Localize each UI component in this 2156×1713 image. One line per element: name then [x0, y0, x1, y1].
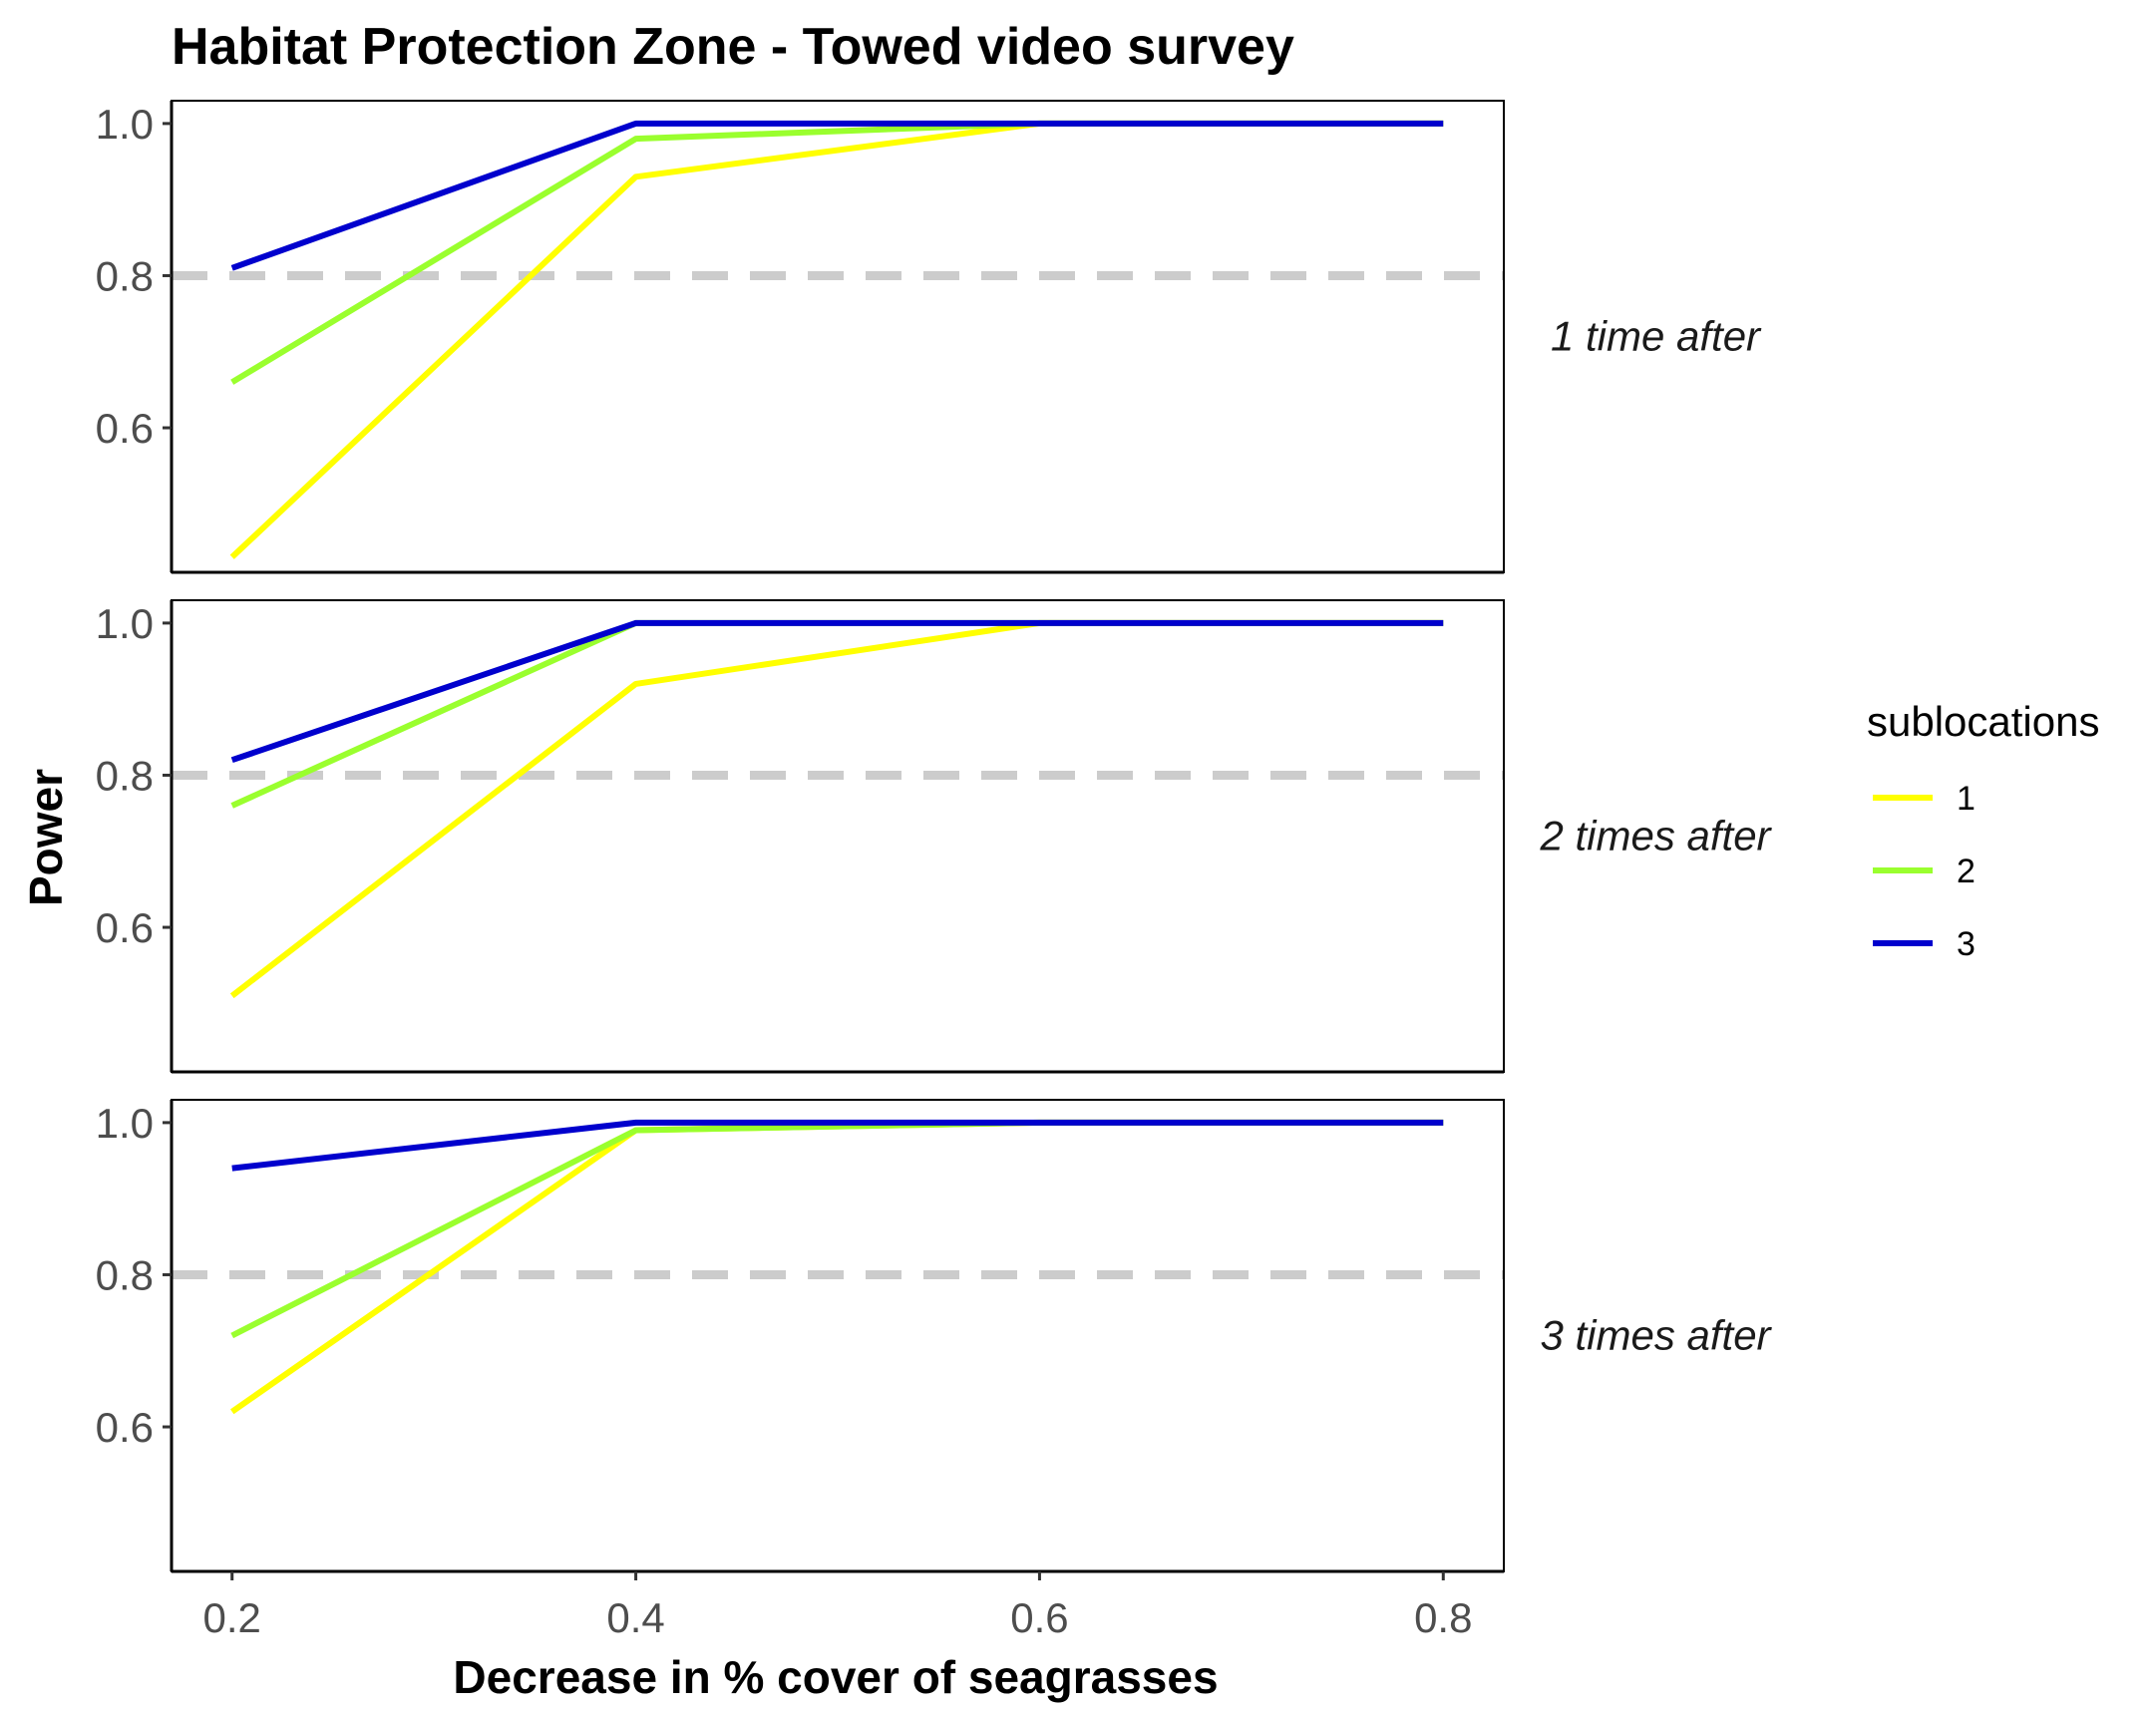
x-axis: 0.2 0.4 0.6 0.8 — [203, 1571, 1472, 1641]
legend-label-2: 2 — [1957, 853, 1976, 890]
chart-title: Habitat Protection Zone - Towed video su… — [172, 18, 1294, 76]
panel-border — [171, 599, 1505, 1073]
y-axis-title: Power — [20, 769, 72, 906]
x-tick-label: 0.2 — [203, 1594, 261, 1641]
series-line-3 — [231, 1119, 1444, 1172]
legend: sublocations 1 2 3 — [1867, 698, 2099, 963]
y-tick-label: 1.0 — [96, 1100, 154, 1147]
facet-panels: 0.6 0.8 1.0 1 time after 0.6 0.8 1.0 2 times af… — [96, 100, 1773, 1573]
y-tick-label: 0.8 — [96, 1251, 154, 1298]
x-tick-label: 0.6 — [1010, 1594, 1068, 1641]
legend-label-1: 1 — [1957, 780, 1976, 818]
panel-border — [171, 100, 1505, 573]
series-line-2 — [230, 120, 1444, 385]
y-tick-label: 0.8 — [96, 752, 154, 799]
series-line-2 — [230, 1119, 1444, 1339]
facet-panel: 0.6 0.8 1.0 3 times after — [96, 1099, 1773, 1573]
facet-panel: 0.6 0.8 1.0 1 time after — [96, 100, 1762, 574]
legend-title: sublocations — [1867, 698, 2099, 745]
x-tick-label: 0.8 — [1414, 1594, 1472, 1641]
y-tick-label: 1.0 — [96, 101, 154, 148]
facet-strip-label: 3 times after — [1540, 1312, 1772, 1359]
x-tick-label: 0.4 — [606, 1594, 664, 1641]
series-line-1 — [230, 1119, 1444, 1415]
series-line-3 — [230, 120, 1444, 271]
legend-label-3: 3 — [1957, 925, 1976, 963]
series-line-3 — [230, 619, 1444, 764]
facet-panel: 0.6 0.8 1.0 2 times after — [96, 599, 1773, 1074]
facet-strip-label: 2 times after — [1539, 813, 1772, 859]
y-tick-label: 0.6 — [96, 1404, 154, 1451]
y-tick-label: 1.0 — [96, 600, 154, 647]
y-tick-label: 0.8 — [96, 252, 154, 299]
y-tick-label: 0.6 — [96, 405, 154, 452]
panel-border — [171, 1099, 1505, 1572]
series-line-1 — [229, 619, 1444, 999]
x-axis-title: Decrease in % cover of seagrasses — [453, 1651, 1218, 1703]
series-line-1 — [229, 120, 1444, 559]
facet-strip-label: 1 time after — [1551, 313, 1762, 360]
y-tick-label: 0.6 — [96, 904, 154, 951]
